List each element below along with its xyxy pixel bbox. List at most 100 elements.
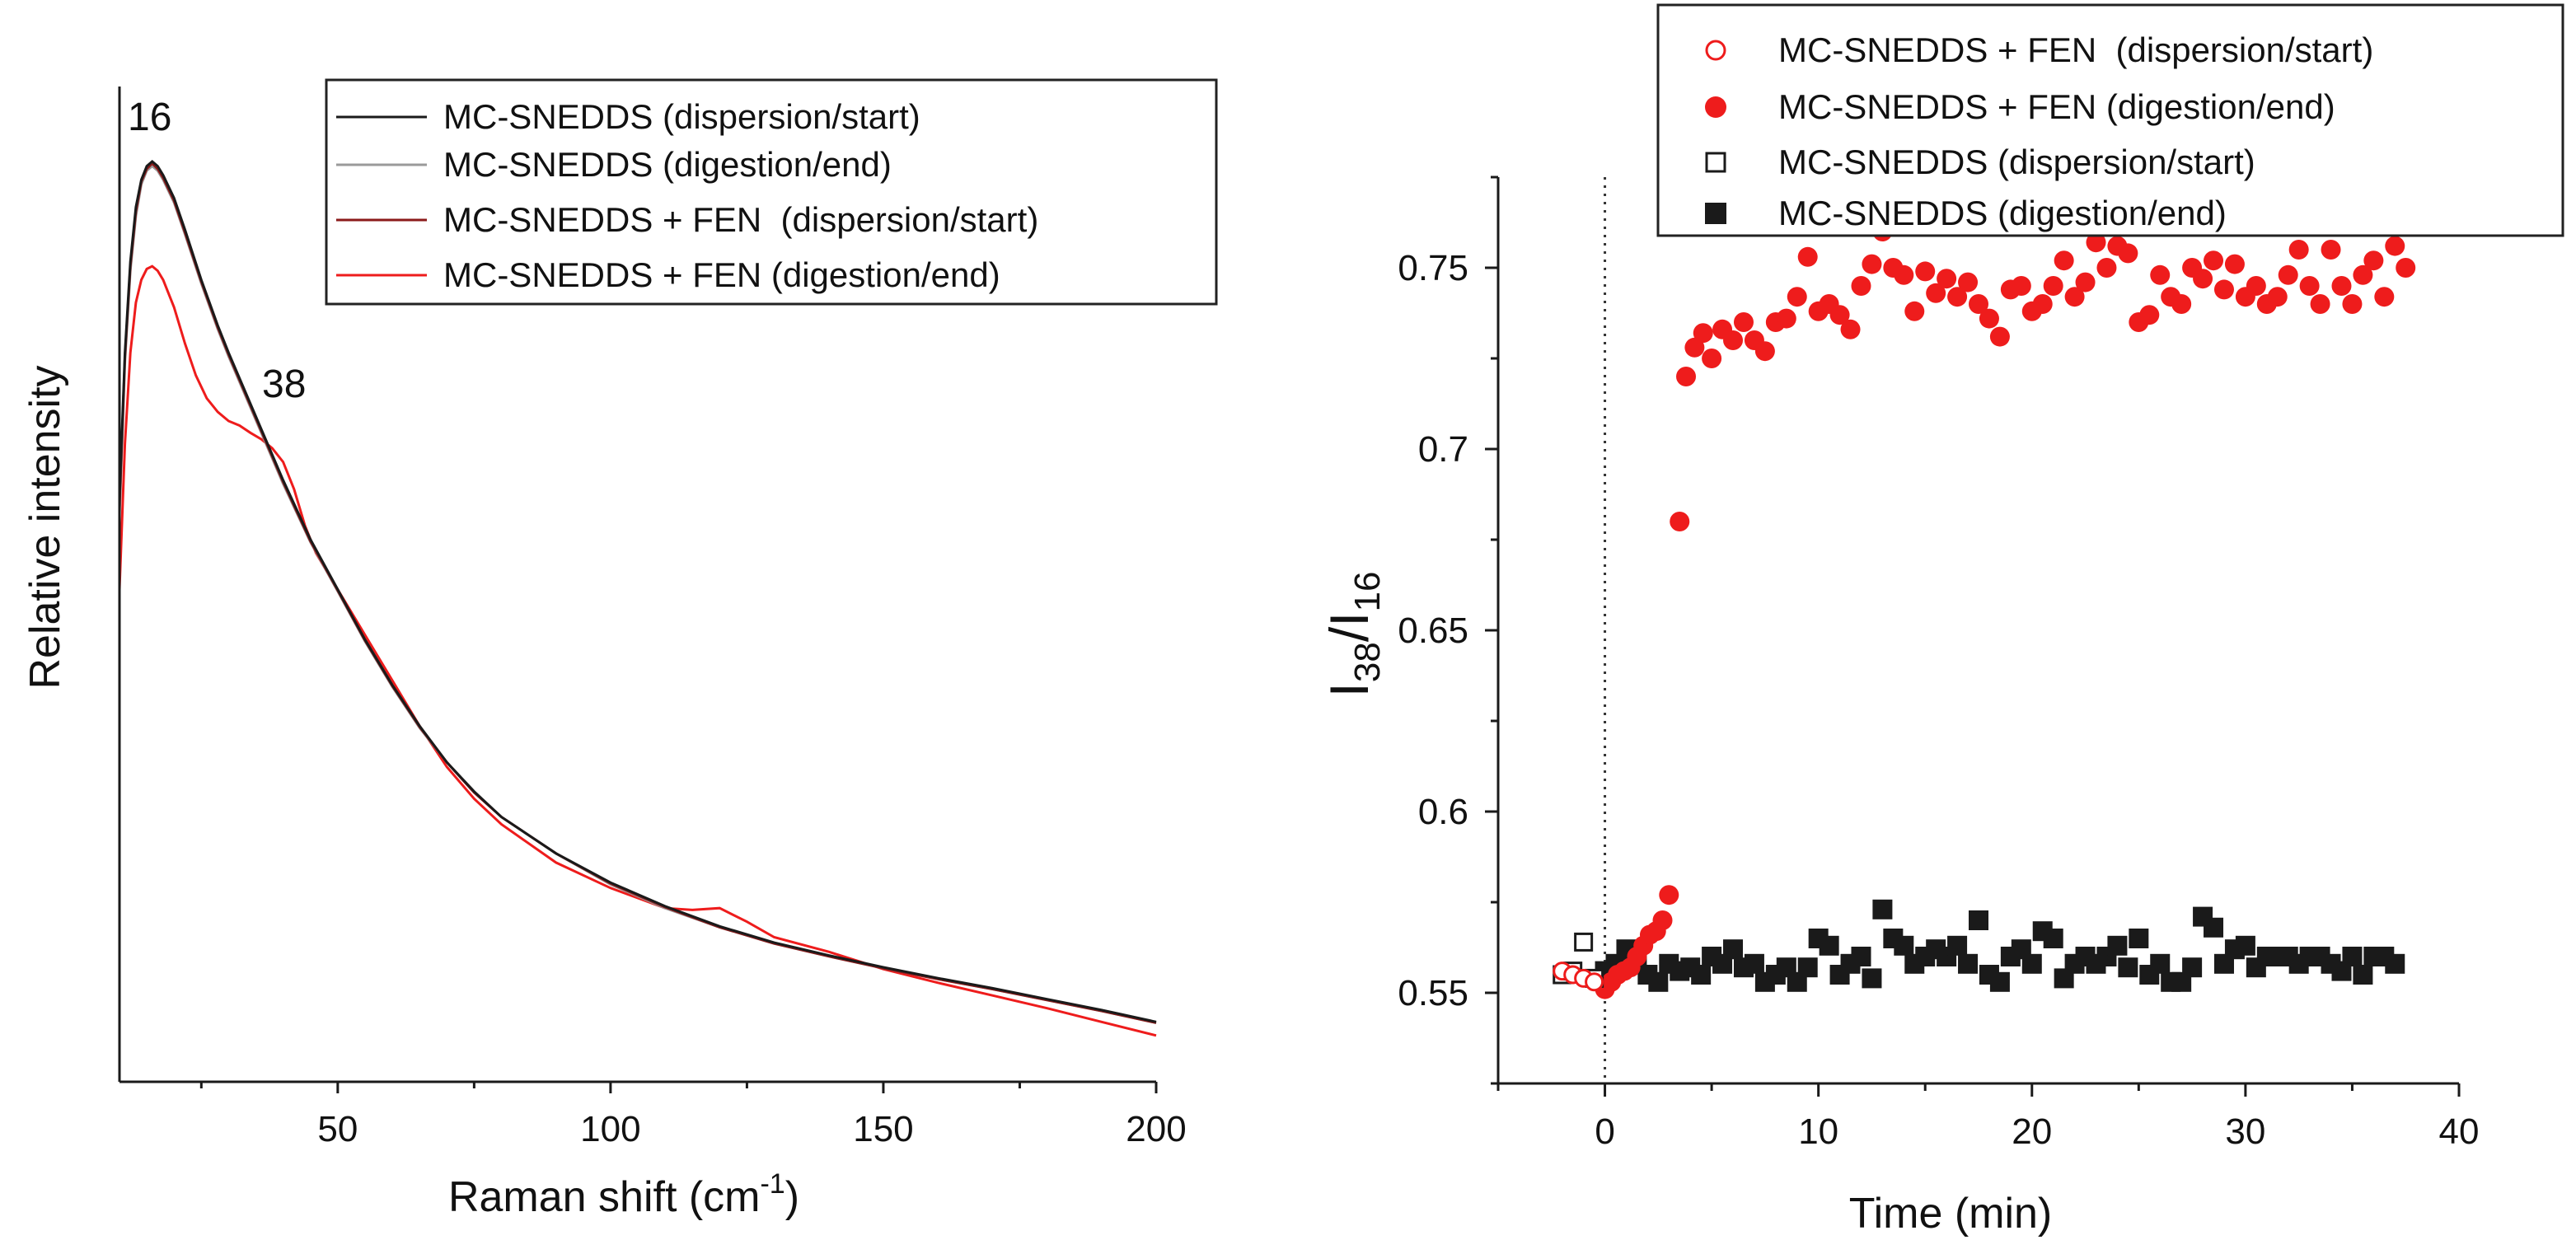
ratio-point-s4	[1989, 971, 2010, 992]
ratio-x-tick-label: 30	[2225, 1111, 2265, 1152]
raman-chart: 50 100 150 200 Raman shift (cm-1) Relative …	[21, 78, 1218, 1221]
ratio-point-s2	[1851, 276, 1871, 296]
ratio-point-s2	[2385, 236, 2405, 256]
ratio-legend-box	[1656, 3, 2564, 237]
raman-legend-box	[325, 78, 1218, 306]
ratio-point-s2	[1840, 319, 1861, 339]
ratio-point-s2	[2086, 232, 2106, 253]
ratio-point-s4	[2107, 935, 2128, 956]
ratio-point-s4	[2235, 935, 2255, 956]
ratio-y-tick-label: 0.6	[1418, 792, 1468, 832]
ratio-point-s2	[1979, 308, 1999, 329]
ratio-point-s4	[2043, 929, 2063, 948]
ratio-point-s4	[1947, 935, 1968, 956]
raman-legend-label-1: MC-SNEDDS (dispersion/start)	[443, 97, 920, 136]
ratio-y-tick-label: 0.65	[1398, 611, 1468, 651]
ratio-point-s4	[1862, 968, 1882, 989]
raman-x-tick-label: 100	[580, 1109, 640, 1149]
ratio-point-s2	[2278, 264, 2298, 285]
ratio-point-s2	[1676, 367, 1697, 386]
ratio-x-tick-label: 20	[2012, 1111, 2052, 1152]
ratio-point-s2	[2171, 294, 2192, 314]
ratio-point-s2	[2288, 240, 2309, 260]
ratio-point-s2	[2342, 294, 2363, 314]
ratio-point-s2	[2363, 250, 2384, 271]
ratio-x-tick-label: 10	[1798, 1111, 1838, 1152]
ratio-point-s2	[2321, 240, 2341, 260]
ratio-point-s2	[1702, 349, 1722, 368]
ratio-point-s2	[2011, 276, 2031, 296]
raman-legend-label-3: MC-SNEDDS + FEN (dispersion/start)	[443, 200, 1038, 239]
ratio-point-s2	[1776, 308, 1796, 329]
ratio-y-tick-label: 0.55	[1398, 973, 1468, 1013]
raman-x-axis-label-superscript: -1	[760, 1168, 785, 1200]
raman-x-tick-label: 50	[317, 1109, 358, 1149]
ratio-point-s4	[1819, 935, 1839, 956]
ratio-point-s2	[1926, 283, 1946, 303]
ratio-point-s4	[2385, 953, 2405, 974]
raman-x-tick-label: 200	[1126, 1109, 1186, 1149]
ratio-point-s2	[1969, 294, 1988, 314]
ratio-point-s2	[1659, 885, 1679, 905]
ratio-point-s2	[2299, 276, 2320, 296]
ratio-point-s2	[2246, 276, 2266, 296]
ratio-point-s4	[1797, 957, 1818, 978]
ratio-point-s2	[1915, 261, 1936, 282]
ratio-point-s4	[2021, 953, 2042, 974]
ratio-point-s2	[2139, 305, 2160, 325]
ratio-point-s2	[2193, 269, 2213, 289]
ratio-point-s2	[1904, 301, 1925, 321]
ratio-x-ticks: 0 10 20 30 40	[1496, 1083, 2480, 1152]
ratio-point-s4	[2118, 957, 2138, 978]
ratio-legend-marker-3	[1705, 152, 1726, 173]
ratio-point-s2	[1947, 287, 1968, 307]
ratio-legend-label-4: MC-SNEDDS (digestion/end)	[1778, 194, 2227, 232]
ratio-x-tick-label: 40	[2439, 1111, 2480, 1152]
ratio-point-s2	[1989, 326, 2010, 347]
ratio-y-axis-label-sub2: 16	[1347, 572, 1388, 612]
ratio-point-s4	[2182, 957, 2203, 978]
ratio-point-s2	[2353, 264, 2373, 285]
ratio-point-s2	[2150, 264, 2171, 285]
ratio-point-s2	[1684, 337, 1705, 358]
ratio-legend: MC-SNEDDS + FEN (dispersion/start) MC-SN…	[1656, 3, 2564, 237]
ratio-point-s4	[1872, 899, 1893, 919]
ratio-point-s2	[2213, 279, 2234, 300]
ratio-point-s2	[1754, 341, 1775, 362]
ratio-point-s4	[1691, 965, 1712, 985]
ratio-legend-marker-4	[1705, 203, 1726, 224]
ratio-point-s2	[2204, 250, 2224, 271]
ratio-point-s2	[2075, 272, 2096, 292]
ratio-point-s2	[2267, 287, 2288, 307]
ratio-point-s2	[1787, 287, 1807, 307]
ratio-point-s2	[1797, 246, 1818, 267]
ratio-legend-label-1: MC-SNEDDS + FEN (dispersion/start)	[1778, 30, 2373, 69]
ratio-y-axis-label: I38/I16	[1318, 572, 1388, 698]
raman-legend-label-2: MC-SNEDDS (digestion/end)	[443, 145, 892, 184]
raman-x-axis-label-close: )	[785, 1173, 799, 1221]
ratio-point-s1	[1585, 972, 1604, 992]
ratio-y-axis-label-mid: /I	[1318, 611, 1379, 642]
ratio-point-s4	[1958, 953, 1979, 974]
ratio-y-axis-label-sub1: 38	[1347, 642, 1388, 682]
ratio-point-s2	[2064, 287, 2085, 307]
ratio-point-s2	[2118, 243, 2138, 264]
ratio-point-s2	[2054, 250, 2074, 271]
raman-x-ticks: 50 100 150 200	[199, 1082, 1187, 1149]
ratio-point-s2	[1862, 254, 1882, 274]
ratio-point-s4	[2342, 947, 2363, 966]
ratio-chart: 0 10 20 30 40 0.550.60.650.70.75 Time (min) …	[1318, 3, 2564, 1238]
ratio-x-axis-label: Time (min)	[1849, 1190, 2053, 1238]
ratio-point-s2	[1829, 305, 1850, 325]
raman-series-line-1	[118, 160, 1157, 1023]
ratio-point-s2	[1733, 312, 1754, 332]
ratio-point-s2	[1670, 512, 1690, 531]
ratio-point-s2	[2374, 287, 2395, 307]
ratio-point-s2	[1723, 330, 1744, 350]
ratio-point-s2	[2043, 276, 2063, 296]
ratio-point-s4	[1648, 971, 1669, 992]
ratio-point-s2	[1652, 910, 1673, 930]
peak-label-38: 38	[262, 363, 306, 406]
raman-x-tick-label: 150	[853, 1109, 913, 1149]
